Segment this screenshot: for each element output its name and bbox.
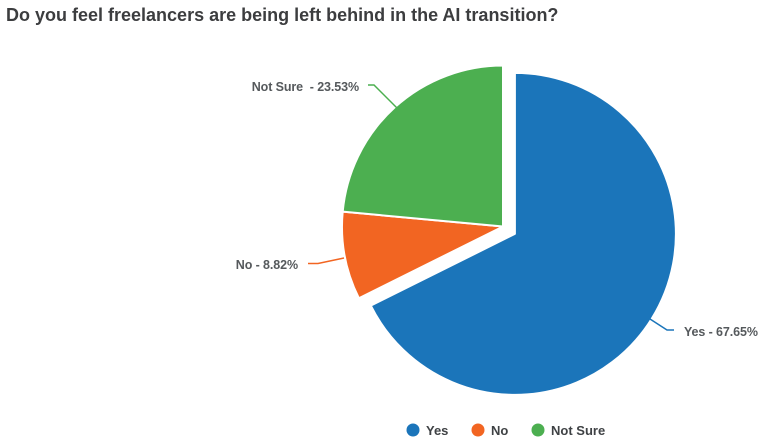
svg-text:Yes - 67.65%: Yes - 67.65%	[684, 325, 758, 339]
svg-text:Yes: Yes	[426, 423, 448, 438]
svg-text:Not Sure: Not Sure	[551, 423, 605, 438]
svg-text:Not Sure - 23.53%: Not Sure - 23.53%	[252, 80, 359, 94]
svg-text:No - 8.82%: No - 8.82%	[236, 258, 298, 272]
svg-text:No: No	[491, 423, 508, 438]
svg-text:Do you feel freelancers are be: Do you feel freelancers are being left b…	[6, 5, 558, 25]
